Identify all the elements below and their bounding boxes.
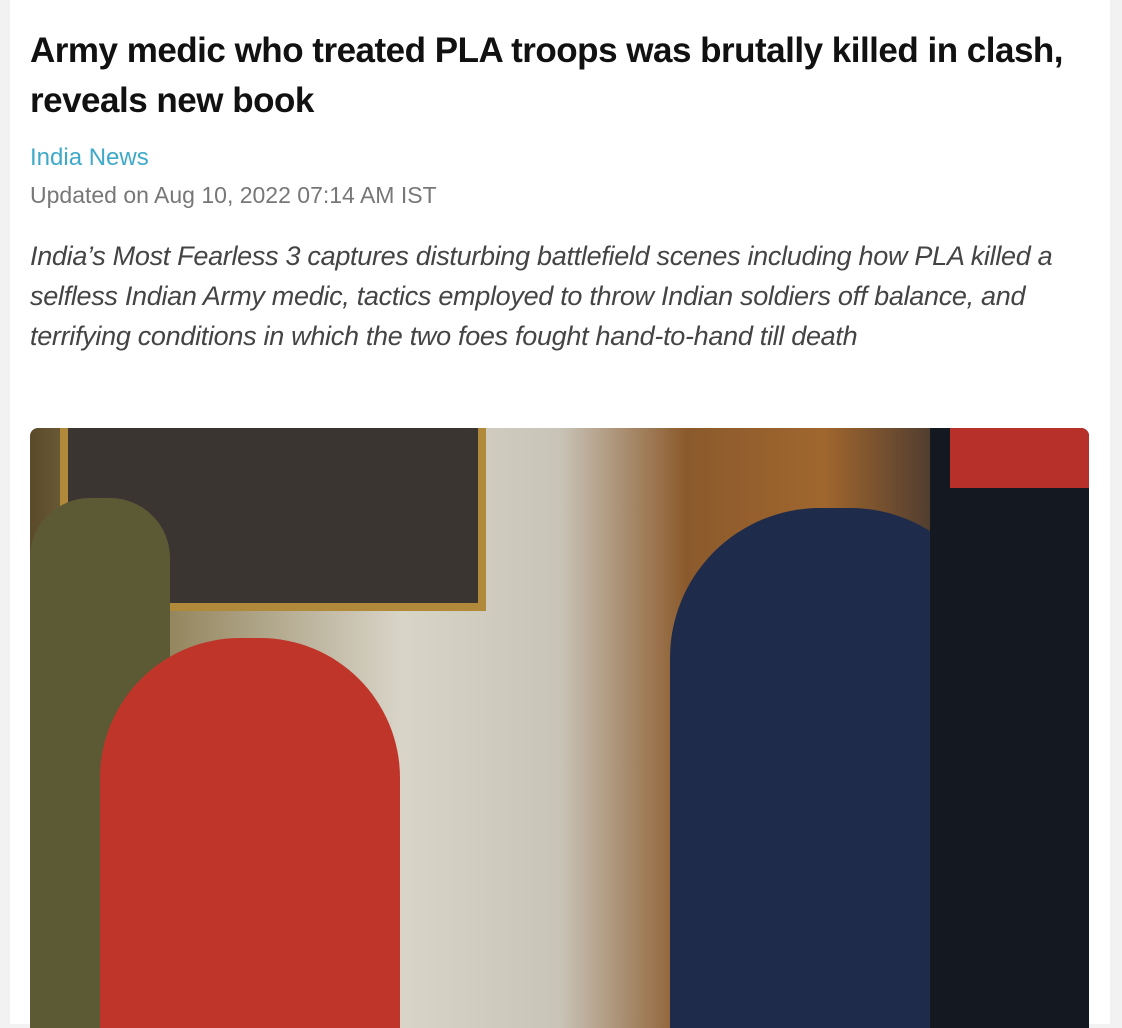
article-card: Army medic who treated PLA troops was br…: [10, 0, 1110, 1028]
photo-detail: [950, 428, 1089, 488]
article-summary: India’s Most Fearless 3 captures disturb…: [30, 241, 1053, 351]
photo-figure: [100, 638, 400, 1028]
category-link[interactable]: India News: [30, 144, 149, 171]
photo-figure: [930, 428, 1089, 1028]
updated-timestamp: Updated on Aug 10, 2022 07:14 AM IST: [30, 182, 437, 208]
article-headline: Army medic who treated PLA troops was br…: [30, 31, 1064, 120]
article-photo: [30, 428, 1089, 1028]
